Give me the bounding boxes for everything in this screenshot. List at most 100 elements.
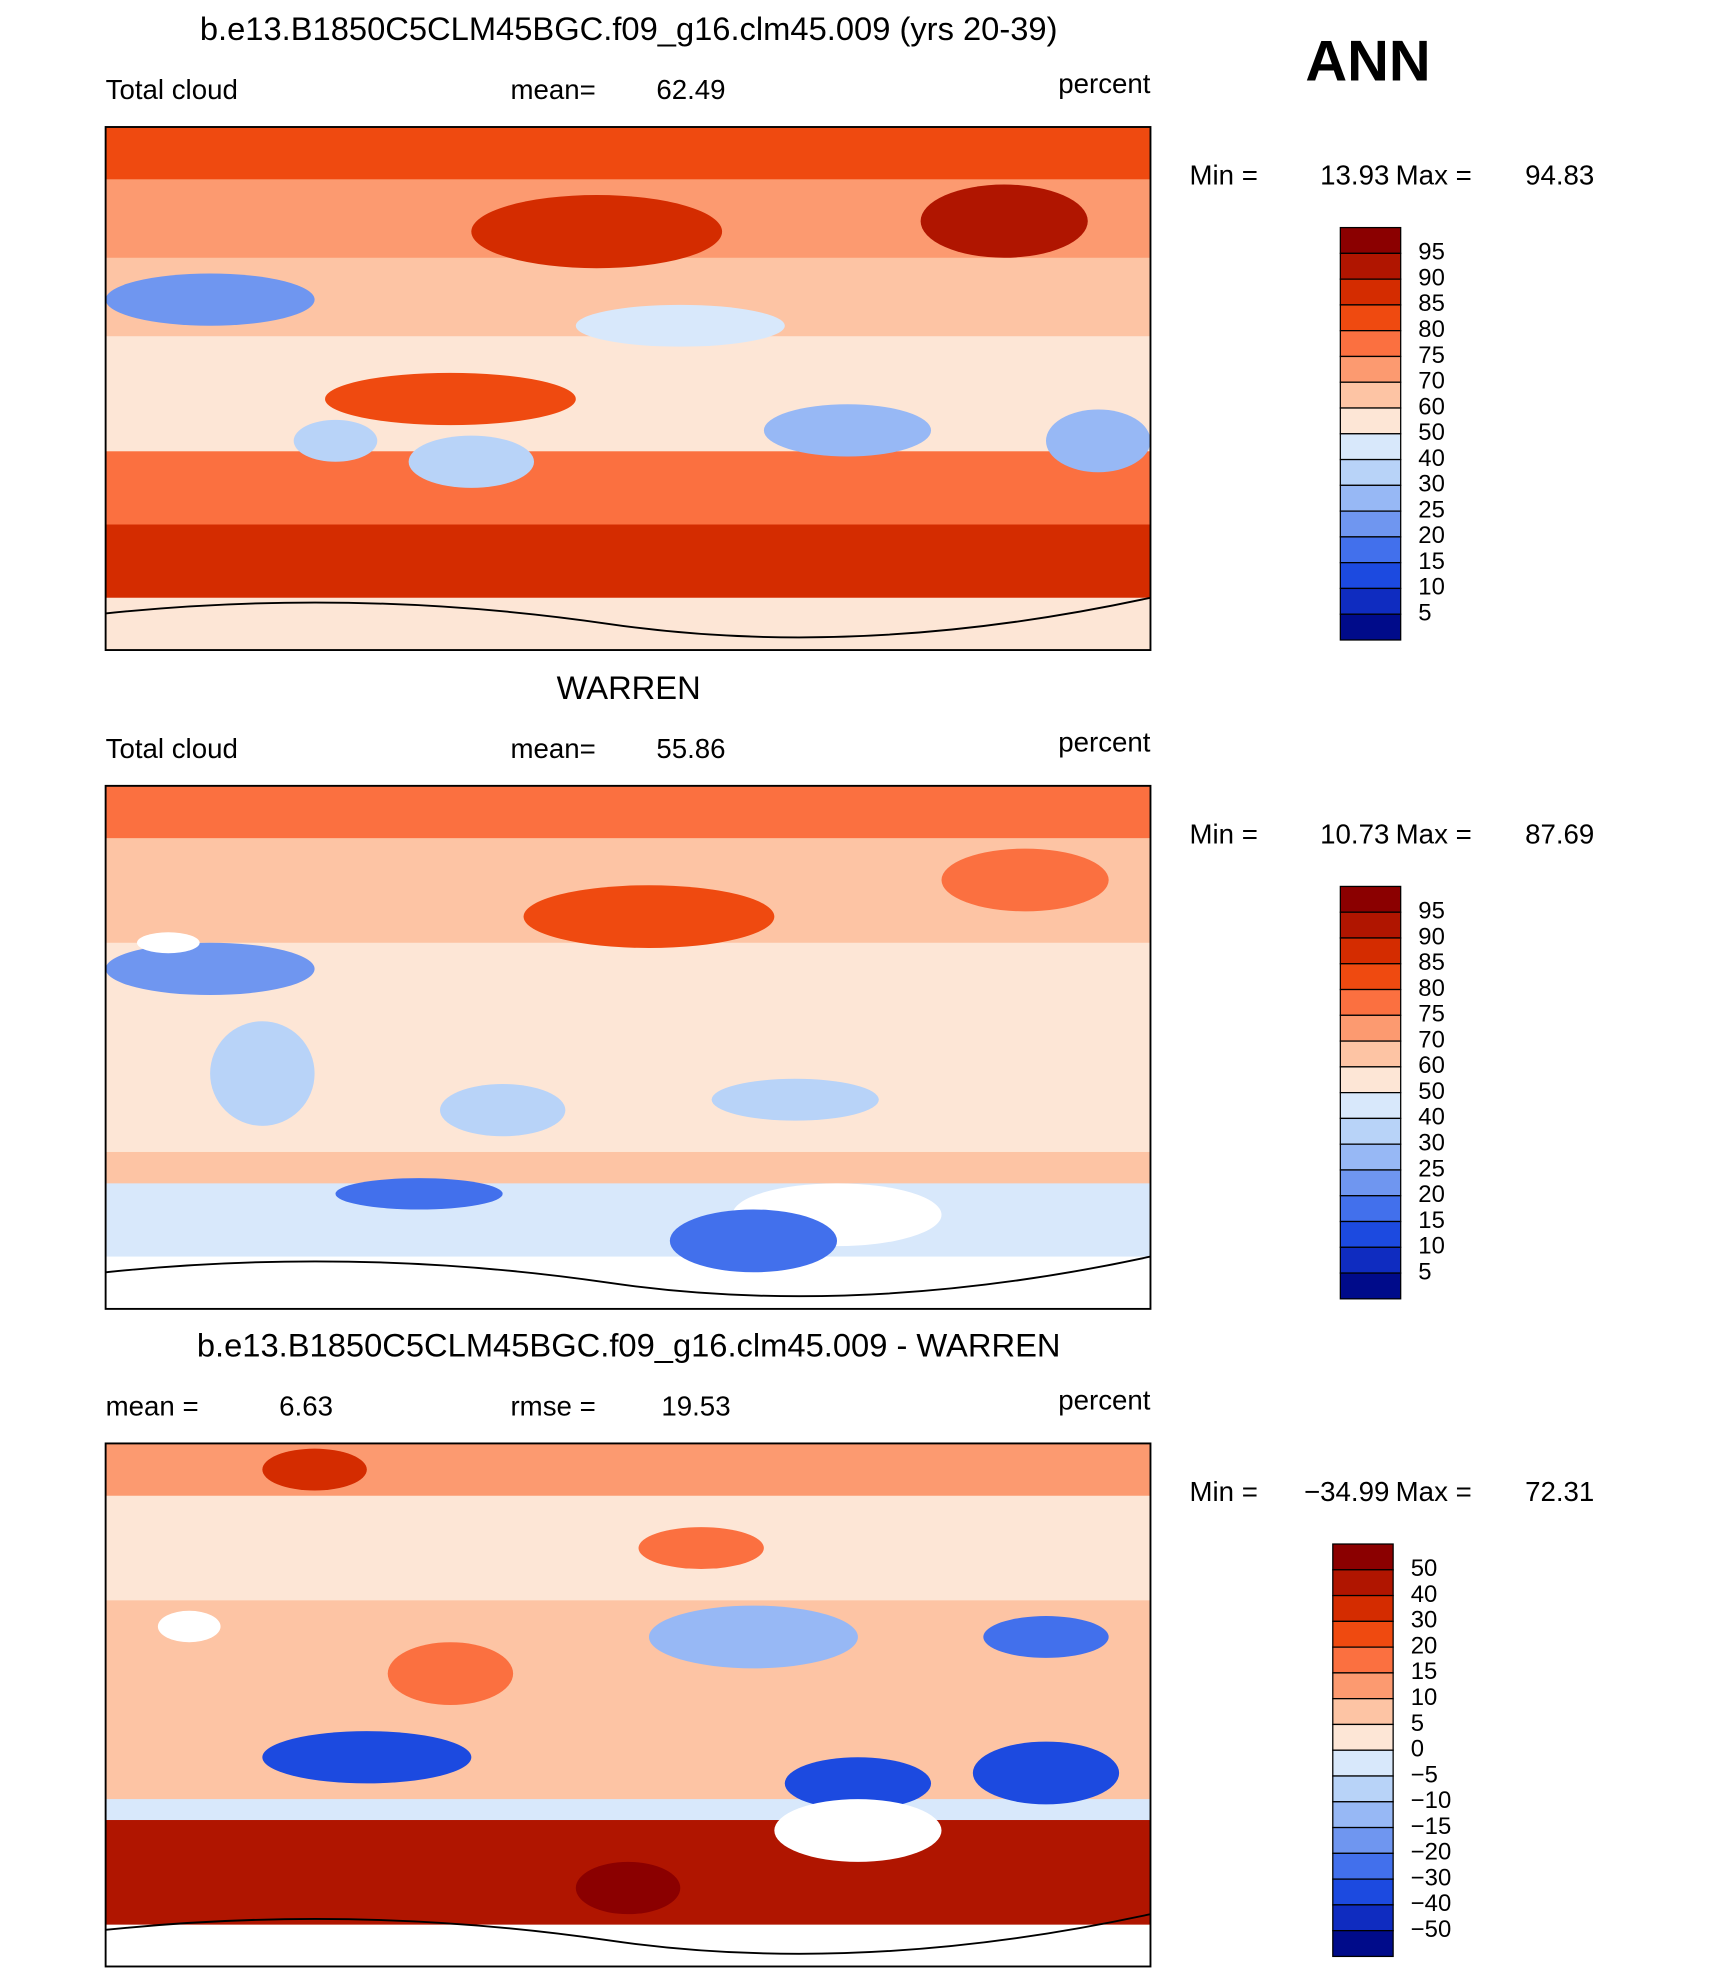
left-label: Total cloud [106, 74, 238, 105]
colorbar-label: 50 [1418, 1078, 1445, 1105]
map [105, 126, 1151, 651]
map-blob [439, 1083, 566, 1137]
stat-value: 55.86 [656, 733, 725, 764]
colorbar-box [1332, 1826, 1394, 1854]
colorbar-label: −20 [1411, 1839, 1452, 1866]
colorbar-label: 5 [1411, 1710, 1424, 1737]
map-frame [104, 126, 1152, 651]
colorbar-box [1332, 1904, 1394, 1932]
max-label: Max = [1396, 818, 1472, 849]
stat-value: 62.49 [656, 74, 725, 105]
colorbar-label: 70 [1418, 368, 1445, 395]
max-value: 87.69 [1525, 818, 1594, 849]
colorbar-box [1339, 484, 1402, 512]
colorbar-box [1339, 1272, 1402, 1300]
colorbar-box [1339, 1143, 1402, 1171]
min-value: 10.73 [1320, 818, 1389, 849]
colorbar-box [1339, 1195, 1402, 1223]
units: percent [1058, 68, 1151, 99]
colorbar-label: 30 [1411, 1607, 1438, 1634]
map-blob [136, 932, 200, 954]
min-label: Min = [1189, 818, 1257, 849]
colorbar-box [1339, 988, 1402, 1016]
colorbar-box [1332, 1620, 1394, 1648]
max-label: Max = [1396, 160, 1472, 191]
min-value: −34.99 [1304, 1476, 1389, 1507]
colorbar-label: 20 [1418, 1181, 1445, 1208]
map-blob [335, 1178, 503, 1210]
colorbar-label: 75 [1418, 342, 1445, 369]
colorbar-box [1339, 407, 1402, 435]
colorbar-label: 25 [1418, 496, 1445, 523]
colorbar-label: −10 [1411, 1787, 1452, 1814]
panel-title: b.e13.B1850C5CLM45BGC.f09_g16.clm45.009 … [200, 10, 1058, 47]
map-blob [784, 1757, 932, 1810]
colorbar-label: −5 [1411, 1761, 1438, 1788]
colorbar-box [1339, 562, 1402, 590]
colorbar-box [1339, 937, 1402, 965]
colorbar-box [1339, 278, 1402, 306]
colorbar-box [1339, 226, 1402, 254]
colorbar-label: 40 [1418, 445, 1445, 472]
colorbar-box [1339, 1040, 1402, 1068]
map-band [105, 1151, 1151, 1185]
colorbar-label: −30 [1411, 1864, 1452, 1891]
map-blob [711, 1078, 879, 1121]
map-band [105, 1799, 1151, 1822]
colorbar-box [1339, 252, 1402, 280]
colorbar-box [1339, 1169, 1402, 1197]
colorbar-box [1339, 510, 1402, 538]
max-value: 94.83 [1525, 160, 1594, 191]
map-blob [983, 1616, 1109, 1658]
map-blob [575, 304, 785, 347]
colorbar-label: 5 [1418, 600, 1431, 627]
coastline [105, 1255, 1151, 1298]
map-blob [325, 372, 576, 426]
colorbar-box [1332, 1543, 1394, 1571]
colorbar-box [1332, 1775, 1394, 1803]
map-blob [638, 1527, 764, 1569]
units: percent [1058, 727, 1151, 758]
colorbar-label: 40 [1411, 1581, 1438, 1608]
season-label: ANN [1305, 30, 1430, 94]
units: percent [1058, 1384, 1151, 1415]
map-band [105, 451, 1151, 526]
stat-label: rmse = [510, 1391, 595, 1422]
colorbar-box [1339, 458, 1402, 486]
colorbar-label: 85 [1418, 290, 1445, 317]
colorbar-box [1339, 355, 1402, 383]
colorbar-box [1332, 1930, 1394, 1958]
map-band [105, 1256, 1151, 1309]
map-band [105, 126, 1151, 181]
left-label: Total cloud [106, 733, 238, 764]
map-blob [157, 1610, 221, 1643]
colorbar-label: 15 [1418, 1207, 1445, 1234]
map-band [105, 1924, 1151, 1967]
colorbar-box [1332, 1801, 1394, 1829]
min-value: 13.93 [1320, 160, 1389, 191]
map-blob [648, 1605, 858, 1669]
colorbar-box [1339, 911, 1402, 939]
map-frame [104, 1442, 1152, 1968]
map-blob [293, 419, 378, 462]
colorbar-label: 50 [1418, 419, 1445, 446]
colorbar-box [1339, 613, 1402, 641]
map-blob [1045, 409, 1151, 473]
colorbar-box [1339, 330, 1402, 358]
panel-title: WARREN [557, 669, 701, 706]
colorbar-label: 90 [1418, 264, 1445, 291]
colorbar-box [1339, 1220, 1402, 1248]
map-blob [210, 1021, 315, 1126]
colorbar-label: 60 [1418, 1052, 1445, 1079]
map-frame [104, 784, 1152, 1310]
map-blob [408, 435, 535, 488]
colorbar-label: 95 [1418, 239, 1445, 266]
colorbar-label: 20 [1411, 1632, 1438, 1659]
min-label: Min = [1189, 160, 1257, 191]
colorbar-box [1332, 1723, 1394, 1751]
map-band [105, 1183, 1151, 1258]
left-value: 6.63 [279, 1391, 333, 1422]
colorbar-box [1339, 1246, 1402, 1274]
map-blob [774, 1799, 942, 1862]
